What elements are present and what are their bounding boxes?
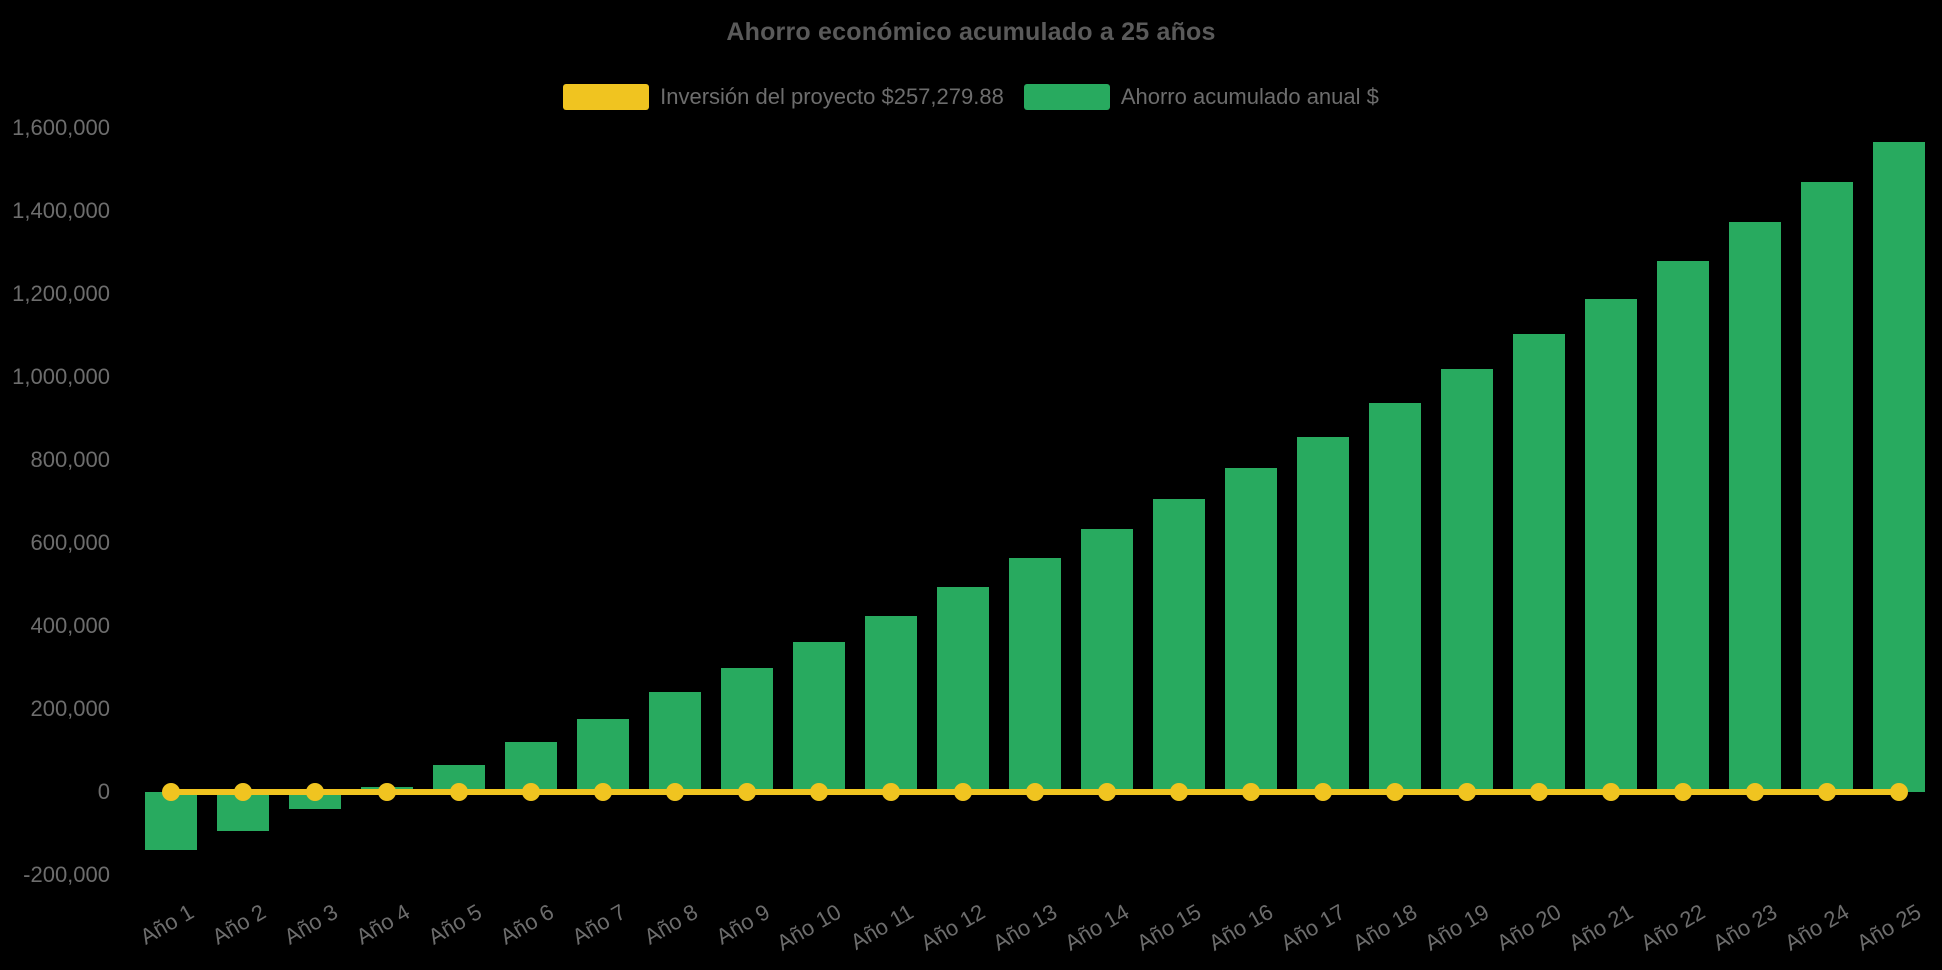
- investment-line-marker-3[interactable]: [306, 783, 324, 801]
- x-axis-label-17: Año 17: [1276, 899, 1350, 956]
- investment-line-marker-23[interactable]: [1746, 783, 1764, 801]
- x-axis-label-21: Año 21: [1564, 899, 1638, 956]
- investment-line-marker-7[interactable]: [594, 783, 612, 801]
- x-axis-label-23: Año 23: [1708, 899, 1782, 956]
- y-axis-tick-label: 0: [97, 779, 110, 804]
- x-axis-label-8: Año 8: [639, 899, 702, 950]
- x-axis-label-7: Año 7: [567, 899, 630, 950]
- savings-bar-12[interactable]: [937, 587, 989, 792]
- savings-bar-1[interactable]: [145, 792, 197, 850]
- x-axis-label-10: Año 10: [772, 899, 846, 956]
- savings-legend-swatch: [1023, 84, 1110, 110]
- investment-legend-swatch: [563, 84, 650, 110]
- savings-bar-10[interactable]: [793, 642, 845, 792]
- investment-line-marker-13[interactable]: [1026, 783, 1044, 801]
- savings-bar-19[interactable]: [1441, 369, 1493, 792]
- investment-line-marker-21[interactable]: [1602, 783, 1620, 801]
- y-axis-tick-label: 200,000: [30, 696, 110, 721]
- savings-bar-24[interactable]: [1801, 182, 1853, 792]
- x-axis-label-12: Año 12: [916, 899, 990, 956]
- investment-line-marker-11[interactable]: [882, 783, 900, 801]
- y-axis-tick-label: 1,600,000: [12, 115, 110, 140]
- investment-line-marker-8[interactable]: [666, 783, 684, 801]
- x-axis-label-3: Año 3: [279, 899, 342, 950]
- savings-legend-label: Ahorro acumulado anual $: [1120, 84, 1379, 109]
- x-axis-label-15: Año 15: [1132, 899, 1206, 956]
- savings-bar-17[interactable]: [1297, 437, 1349, 792]
- investment-line-marker-10[interactable]: [810, 783, 828, 801]
- investment-line-marker-15[interactable]: [1170, 783, 1188, 801]
- x-axis-label-19: Año 19: [1420, 899, 1494, 956]
- investment-line-marker-16[interactable]: [1242, 783, 1260, 801]
- savings-bar-8[interactable]: [649, 692, 701, 792]
- x-axis-label-18: Año 18: [1348, 899, 1422, 956]
- investment-line-marker-14[interactable]: [1098, 783, 1116, 801]
- x-axis-label-4: Año 4: [351, 899, 414, 950]
- x-axis-label-22: Año 22: [1636, 899, 1710, 956]
- savings-bar-21[interactable]: [1585, 299, 1637, 792]
- investment-line-marker-4[interactable]: [378, 783, 396, 801]
- investment-legend-label: Inversión del proyecto $257,279.88: [660, 84, 1004, 109]
- investment-line-marker-24[interactable]: [1818, 783, 1836, 801]
- chart-title: Ahorro económico acumulado a 25 años: [726, 18, 1216, 46]
- savings-bar-7[interactable]: [577, 719, 629, 792]
- legend-item-investment[interactable]: Inversión del proyecto $257,279.88: [563, 84, 1004, 110]
- investment-line-marker-9[interactable]: [738, 783, 756, 801]
- savings-bar-18[interactable]: [1369, 403, 1421, 792]
- investment-line-marker-17[interactable]: [1314, 783, 1332, 801]
- investment-line-marker-5[interactable]: [450, 783, 468, 801]
- savings-bar-11[interactable]: [865, 616, 917, 792]
- legend-item-savings[interactable]: Ahorro acumulado anual $: [1023, 84, 1379, 110]
- investment-line-marker-1[interactable]: [162, 783, 180, 801]
- y-axis-tick-label: 600,000: [30, 530, 110, 555]
- investment-line-marker-20[interactable]: [1530, 783, 1548, 801]
- savings-bar-16[interactable]: [1225, 468, 1277, 792]
- investment-line-marker-6[interactable]: [522, 783, 540, 801]
- investment-line-marker-25[interactable]: [1890, 783, 1908, 801]
- x-axis-label-11: Año 11: [846, 899, 918, 955]
- y-axis-tick-label: 400,000: [30, 613, 110, 638]
- savings-bar-13[interactable]: [1009, 558, 1061, 792]
- savings-bar-15[interactable]: [1153, 499, 1205, 792]
- x-axis-label-6: Año 6: [495, 899, 558, 950]
- x-axis-label-20: Año 20: [1492, 899, 1566, 956]
- x-axis-label-16: Año 16: [1204, 899, 1278, 956]
- savings-bar-22[interactable]: [1657, 261, 1709, 792]
- y-axis-tick-label: 1,000,000: [12, 364, 110, 389]
- savings-bar-14[interactable]: [1081, 529, 1133, 792]
- y-axis-tick-label: 1,200,000: [12, 281, 110, 306]
- investment-line-marker-22[interactable]: [1674, 783, 1692, 801]
- x-axis-label-5: Año 5: [423, 899, 486, 950]
- investment-line-marker-12[interactable]: [954, 783, 972, 801]
- x-axis-label-13: Año 13: [988, 899, 1062, 956]
- investment-line-marker-2[interactable]: [234, 783, 252, 801]
- y-axis-tick-label: -200,000: [23, 862, 110, 887]
- savings-bar-25[interactable]: [1873, 142, 1925, 792]
- x-axis-label-1: Año 1: [135, 899, 198, 950]
- savings-bar-20[interactable]: [1513, 334, 1565, 792]
- savings-bar-23[interactable]: [1729, 222, 1781, 792]
- x-axis-label-24: Año 24: [1780, 899, 1854, 956]
- investment-line-marker-18[interactable]: [1386, 783, 1404, 801]
- y-axis-tick-label: 800,000: [30, 447, 110, 472]
- x-axis-label-25: Año 25: [1852, 899, 1926, 956]
- y-axis-tick-label: 1,400,000: [12, 198, 110, 223]
- x-axis-label-9: Año 9: [711, 899, 774, 950]
- x-axis-label-14: Año 14: [1060, 899, 1134, 956]
- legend: Inversión del proyecto $257,279.88 Ahorr…: [0, 84, 1942, 110]
- savings-bar-9[interactable]: [721, 668, 773, 793]
- investment-line-marker-19[interactable]: [1458, 783, 1476, 801]
- x-axis-label-2: Año 2: [207, 899, 270, 950]
